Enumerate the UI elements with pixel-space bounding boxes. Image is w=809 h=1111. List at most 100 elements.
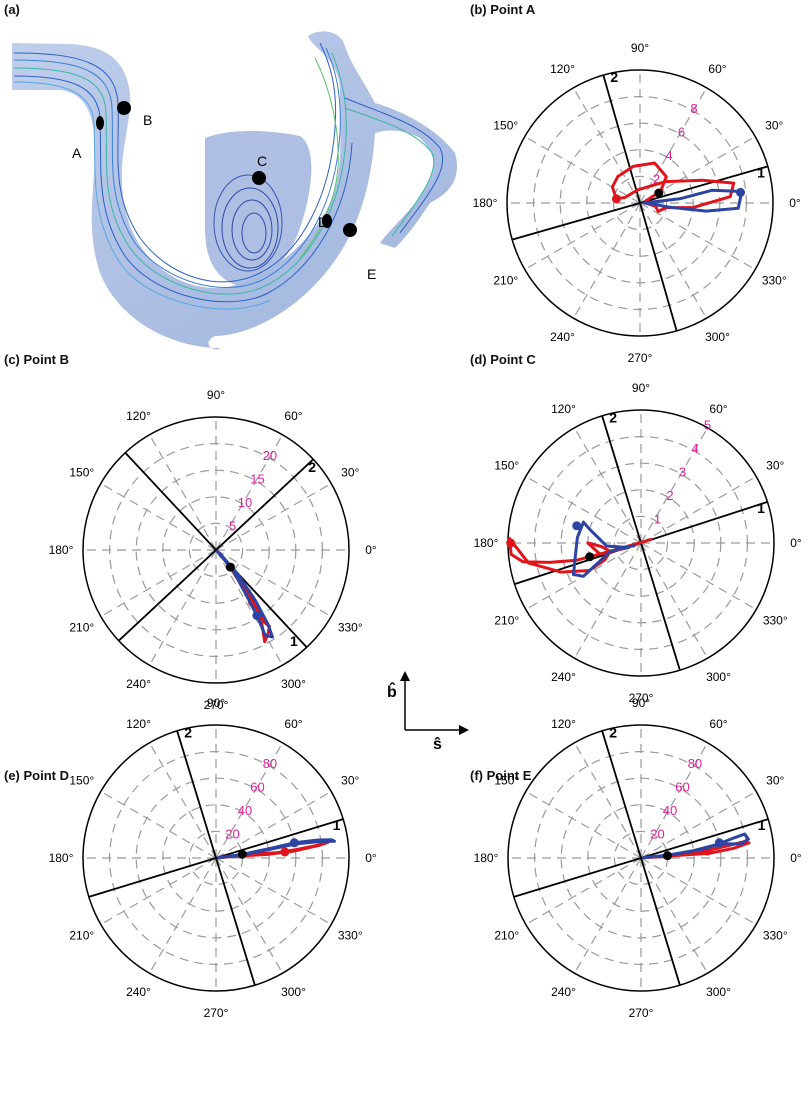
angle-tick-label: 270° (204, 1006, 229, 1020)
grid-spoke (573, 542, 642, 659)
panel-title: (d) Point C (470, 352, 536, 367)
angle-tick-label: 240° (550, 330, 575, 344)
series-blue-line (572, 520, 635, 578)
radial-tick-label: 4 (665, 148, 672, 163)
angle-tick-label: 0° (365, 851, 377, 865)
angle-tick-label: 270° (628, 351, 653, 365)
radial-tick-label: 5 (704, 418, 711, 433)
angle-tick-label: 270° (204, 698, 229, 712)
grid-spoke (100, 857, 217, 926)
grid-spoke (148, 549, 217, 666)
polar-chart: 120°30°60°90°120°150°180°210°240°270°300… (474, 381, 802, 705)
grid-spoke (573, 427, 642, 544)
radial-tick-label: 15 (250, 472, 264, 487)
outer-ring (507, 724, 775, 992)
angle-tick-label: 30° (766, 774, 784, 788)
angle-tick-label: 90° (632, 381, 650, 395)
angle-tick-label: 120° (551, 402, 576, 416)
radial-tick-label: 3 (679, 465, 686, 480)
radial-tick-label: 5 (229, 519, 236, 534)
angle-tick-label: 90° (631, 41, 649, 55)
angle-tick-label: 60° (709, 717, 727, 731)
angle-tick-label: 0° (789, 196, 801, 210)
angle-tick-label: 300° (281, 677, 306, 691)
angle-tick-label: 210° (494, 929, 519, 943)
point-marker-a (96, 116, 104, 130)
principal-axis (176, 730, 256, 986)
grid-spoke (100, 482, 217, 551)
outer-ring (82, 416, 350, 684)
principal-axis-label: 2 (609, 409, 617, 425)
series-blue-marker (714, 838, 724, 848)
principal-axis-label: 1 (757, 164, 765, 180)
principal-axis-label: 2 (610, 69, 618, 85)
angle-tick-label: 210° (69, 929, 94, 943)
angle-tick-label: 120° (550, 62, 575, 76)
grid-spoke (573, 742, 642, 859)
outer-ring (82, 724, 350, 992)
radial-tick-label: 40 (663, 803, 677, 818)
polar-chart: 120°30°60°90°120°150°180°210°240°270°300… (49, 388, 377, 712)
radial-tick-label: 1 (654, 512, 661, 527)
series-blue-marker (572, 521, 582, 531)
angle-tick-label: 330° (338, 621, 363, 635)
radial-tick-label: 60 (675, 780, 689, 795)
grid-spoke (215, 549, 332, 618)
principal-axis-label: 2 (184, 724, 192, 740)
radial-tick-label: 2 (666, 488, 673, 503)
grid-spoke (640, 542, 709, 659)
grid-ring (613, 515, 669, 571)
radial-tick-label: 20 (225, 827, 239, 842)
series-blue-line (642, 188, 743, 213)
radial-tick-label: 4 (691, 441, 698, 456)
grid-spoke (640, 857, 709, 974)
series-red-marker (506, 538, 516, 548)
angle-tick-label: 0° (790, 536, 802, 550)
angle-tick-label: 120° (126, 717, 151, 731)
vessel-streamline-image: A B C D E (12, 31, 458, 350)
start-point (237, 849, 247, 859)
grid-spoke (148, 434, 217, 551)
grid-spoke (639, 202, 756, 271)
point-label-d: D (318, 214, 328, 230)
grid-spoke (640, 790, 757, 859)
grid-spoke (215, 857, 332, 926)
principal-axis (602, 74, 678, 332)
principal-axis-label: 2 (609, 724, 617, 740)
series-blue-marker (252, 610, 262, 620)
angle-tick-label: 240° (551, 670, 576, 684)
radial-tick-label: 10 (238, 495, 252, 510)
series-red-marker (611, 194, 621, 204)
point-marker-c (252, 171, 266, 185)
grid-spoke (572, 87, 641, 204)
angle-tick-label: 120° (551, 717, 576, 731)
principal-axis-label: 1 (757, 500, 765, 516)
series-blue-marker (736, 187, 746, 197)
grid-spoke (215, 742, 284, 859)
grid-spoke (100, 790, 217, 859)
angle-tick-label: 150° (494, 774, 519, 788)
grid-spoke (525, 857, 642, 926)
grid-spoke (639, 87, 708, 204)
radial-tick-label: 20 (263, 448, 277, 463)
angle-tick-label: 210° (493, 274, 518, 288)
streamlines (13, 42, 444, 310)
point-marker-d (322, 214, 332, 228)
grid-spoke (215, 857, 284, 974)
grid-spoke (148, 857, 217, 974)
angle-tick-label: 90° (207, 388, 225, 402)
panel-a-title: (a) (4, 2, 20, 17)
angle-tick-label: 270° (629, 691, 654, 705)
point-label-c: C (257, 153, 267, 169)
angle-tick-label: 300° (281, 985, 306, 999)
polar-chart: 120°30°60°90°120°150°180°210°240°270°300… (474, 696, 802, 1020)
radial-tick-label: 80 (688, 756, 702, 771)
panel-title: (c) Point B (4, 352, 69, 367)
angle-tick-label: 60° (284, 409, 302, 423)
angle-tick-label: 90° (207, 696, 225, 710)
grid-spoke (525, 475, 642, 544)
b-axis-arrowhead (400, 671, 410, 681)
grid-spoke (573, 857, 642, 974)
angle-tick-label: 0° (365, 543, 377, 557)
vessel-chamber (205, 131, 312, 286)
